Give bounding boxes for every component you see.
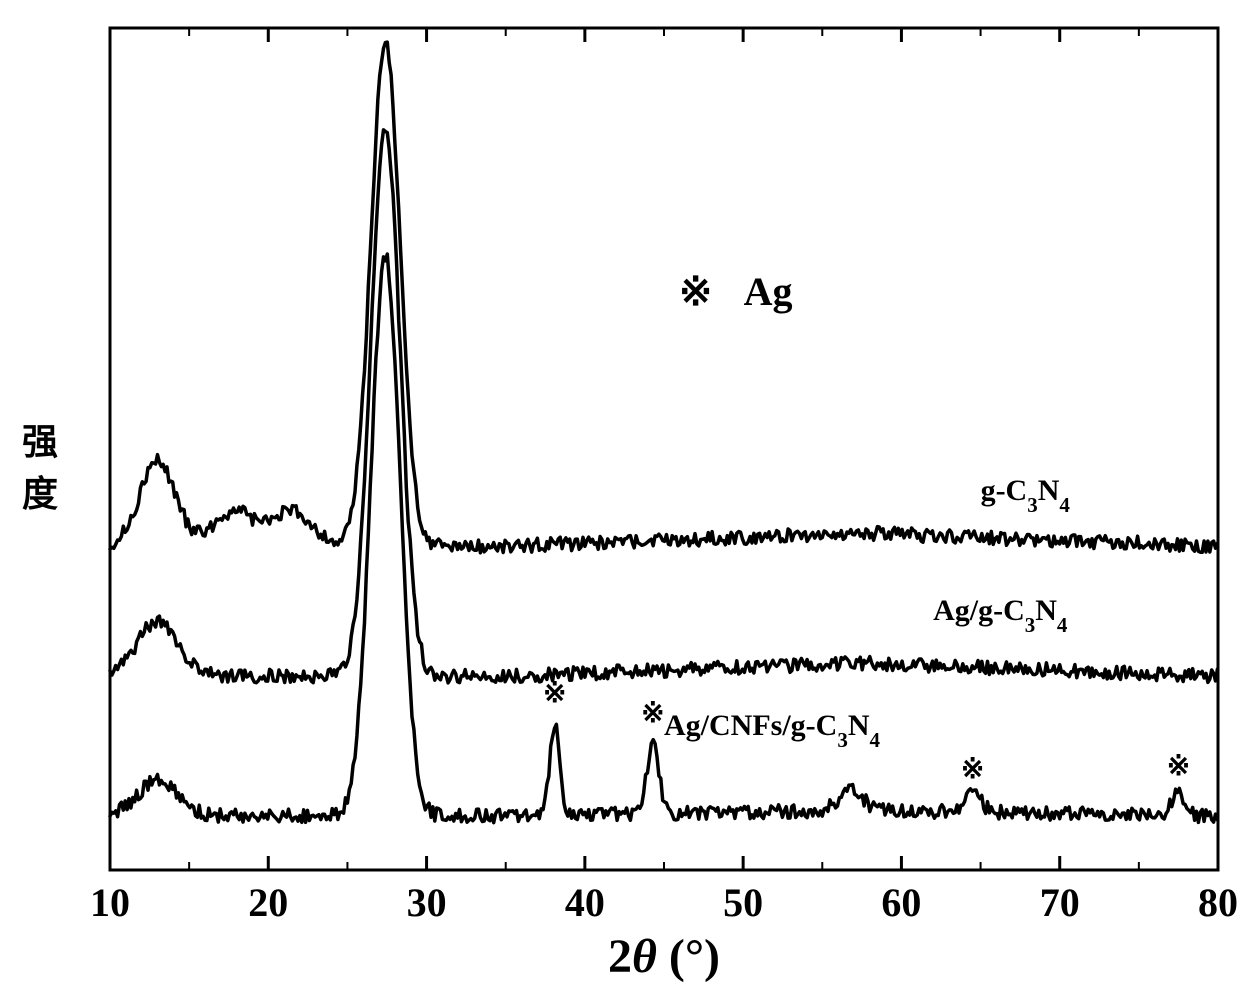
x-tick-label: 20 <box>248 880 288 925</box>
x-tick-label: 50 <box>723 880 763 925</box>
x-tick-label: 80 <box>1198 880 1238 925</box>
x-tick-label: 40 <box>565 880 605 925</box>
ag-peak-marker: ※ <box>1167 751 1190 782</box>
x-tick-label: 30 <box>407 880 447 925</box>
x-axis-title: 2θ (°) <box>608 930 720 983</box>
x-tick-label: 10 <box>90 880 130 925</box>
y-axis-title-char: 强 <box>22 413 58 465</box>
legend-symbol: ※ <box>679 269 713 314</box>
ag-peak-marker: ※ <box>641 698 664 729</box>
y-axis-title-char: 度 <box>22 465 58 517</box>
legend-label: Ag <box>744 269 793 314</box>
ag-peak-marker: ※ <box>543 678 566 709</box>
chart-svg: 10203040506070802θ (°)g-C3N4Ag/g-C3N4Ag/… <box>0 0 1240 997</box>
x-tick-label: 60 <box>881 880 921 925</box>
x-tick-label: 70 <box>1040 880 1080 925</box>
xrd-chart: 10203040506070802θ (°)g-C3N4Ag/g-C3N4Ag/… <box>0 0 1240 997</box>
ag-peak-marker: ※ <box>961 754 984 785</box>
